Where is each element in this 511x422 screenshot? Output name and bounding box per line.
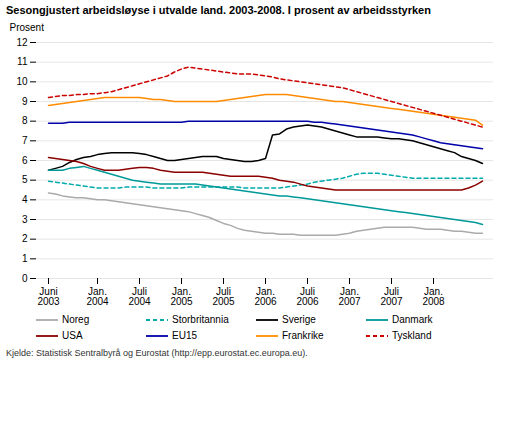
svg-text:5: 5 — [22, 174, 28, 185]
svg-text:6: 6 — [22, 154, 28, 165]
svg-text:Jan.2008: Jan.2008 — [422, 285, 445, 306]
svg-text:8: 8 — [22, 115, 28, 126]
svg-text:10: 10 — [16, 76, 28, 87]
svg-text:1: 1 — [22, 253, 28, 264]
svg-text:Juli2006: Juli2006 — [296, 285, 319, 306]
svg-text:4: 4 — [22, 194, 28, 205]
svg-text:Jan.2004: Jan.2004 — [86, 285, 109, 306]
svg-text:Juli2005: Juli2005 — [212, 285, 235, 306]
svg-text:2: 2 — [22, 233, 28, 244]
html-text:Danmark: Danmark — [392, 314, 433, 326]
svg-text:0: 0 — [22, 272, 28, 283]
html-text:Kjelde: Statistisk Sentralbyrå: Kjelde: Statistisk Sentralbyrå og Eurost… — [6, 347, 308, 358]
html-text:EU15: EU15 — [172, 330, 197, 342]
html-text:Sesongjustert arbeidsløyse i u: Sesongjustert arbeidsløyse i utvalde lan… — [6, 4, 431, 16]
svg-text:7: 7 — [22, 135, 28, 146]
html-text:Tyskland: Tyskland — [392, 330, 432, 342]
html-text:Sverige: Sverige — [282, 314, 316, 326]
svg-text:Juli2007: Juli2007 — [380, 285, 403, 306]
html-text:Frankrike: Frankrike — [282, 330, 324, 342]
svg-text:Jan.2007: Jan.2007 — [338, 285, 361, 306]
svg-text:Jan.2006: Jan.2006 — [254, 285, 277, 306]
html-text:Noreg: Noreg — [62, 314, 90, 326]
svg-text:Juli2004: Juli2004 — [128, 285, 151, 306]
svg-text:Jan.2005: Jan.2005 — [170, 285, 193, 306]
html-text:Storbritannia: Storbritannia — [172, 314, 229, 326]
svg-text:Juni2003: Juni2003 — [37, 285, 60, 306]
svg-text:Prosent: Prosent — [10, 21, 45, 32]
svg-text:12: 12 — [16, 36, 28, 47]
html-text:USA: USA — [62, 330, 83, 342]
svg-text:3: 3 — [22, 213, 28, 224]
svg-text:11: 11 — [17, 56, 28, 67]
svg-text:9: 9 — [22, 95, 28, 106]
